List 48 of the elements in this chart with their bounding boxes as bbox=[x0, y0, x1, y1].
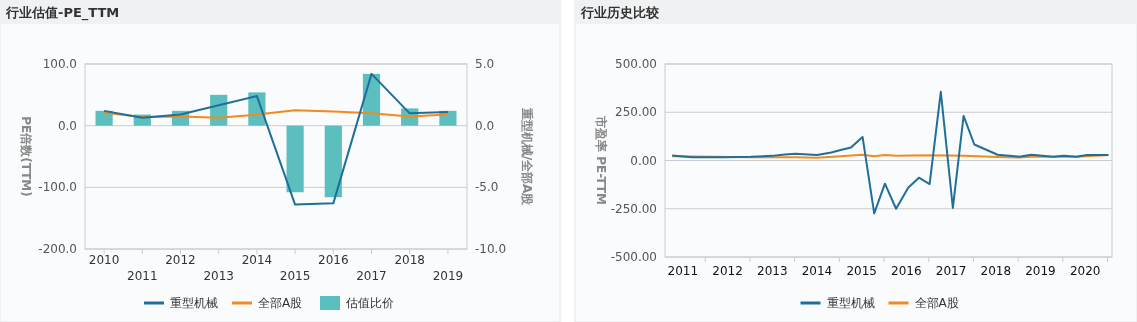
y-axis-title: 市盈率 PE-TTM bbox=[594, 115, 608, 205]
x-tick-label: 2013 bbox=[757, 264, 788, 278]
chart-title: 行业估值-PE_TTM bbox=[5, 5, 120, 21]
x-tick-label: 2017 bbox=[356, 269, 387, 283]
y-tick-label: -200.0 bbox=[38, 242, 77, 256]
x-tick-label: 2015 bbox=[846, 264, 877, 278]
y2-tick-label: -10.0 bbox=[475, 242, 507, 256]
y-tick-label: 100.0 bbox=[42, 57, 77, 71]
x-tick-label: 2017 bbox=[935, 264, 967, 278]
line-series bbox=[671, 90, 1110, 215]
bar bbox=[324, 125, 342, 198]
y2-tick-label: -5.0 bbox=[475, 180, 499, 195]
legend-label: 估值比价 bbox=[345, 296, 394, 310]
x-tick-label: 2020 bbox=[1069, 264, 1101, 278]
y-axis-title: PE倍数(TTM) bbox=[19, 116, 33, 197]
y2-axis-title: 重型机械/全部A股 bbox=[520, 106, 534, 207]
x-tick-label: 2015 bbox=[279, 269, 311, 283]
y-tick-label: 0.0 bbox=[57, 118, 77, 133]
y2-tick-label: 5.0 bbox=[475, 57, 495, 71]
y-tick-label: -100.0 bbox=[38, 180, 77, 195]
y-tick-label: -500.00 bbox=[610, 250, 657, 264]
y-tick-label: -250.00 bbox=[610, 201, 657, 216]
x-tick-label: 2013 bbox=[203, 269, 234, 283]
legend-label: 全部A股 bbox=[914, 296, 959, 310]
chart-title: 行业历史比较 bbox=[580, 5, 660, 20]
x-tick-label: 2010 bbox=[88, 253, 120, 267]
x-tick-label: 2012 bbox=[712, 264, 743, 278]
y2-tick-label: 0.0 bbox=[475, 118, 495, 133]
x-tick-label: 2012 bbox=[165, 253, 196, 267]
legend-label: 重型机械 bbox=[170, 296, 218, 310]
y-tick-label: 500.00 bbox=[615, 57, 657, 71]
line-series bbox=[103, 109, 449, 119]
bar bbox=[286, 125, 304, 193]
x-tick-label: 2019 bbox=[1025, 264, 1056, 278]
x-tick-label: 2018 bbox=[394, 253, 425, 267]
legend-label: 重型机械 bbox=[826, 296, 875, 310]
x-tick-label: 2011 bbox=[667, 264, 699, 278]
x-tick-label: 2019 bbox=[432, 269, 464, 283]
x-tick-label: 2014 bbox=[241, 253, 273, 267]
line-series bbox=[103, 72, 449, 206]
x-tick-label: 2016 bbox=[318, 253, 349, 267]
y-tick-label: 0.00 bbox=[630, 153, 657, 168]
x-tick-label: 2011 bbox=[127, 269, 158, 283]
legend-label: 全部A股 bbox=[258, 296, 303, 310]
x-tick-label: 2016 bbox=[891, 264, 922, 278]
y-tick-label: 250.00 bbox=[615, 105, 657, 120]
x-tick-label: 2014 bbox=[801, 264, 833, 278]
x-tick-label: 2018 bbox=[980, 264, 1012, 278]
